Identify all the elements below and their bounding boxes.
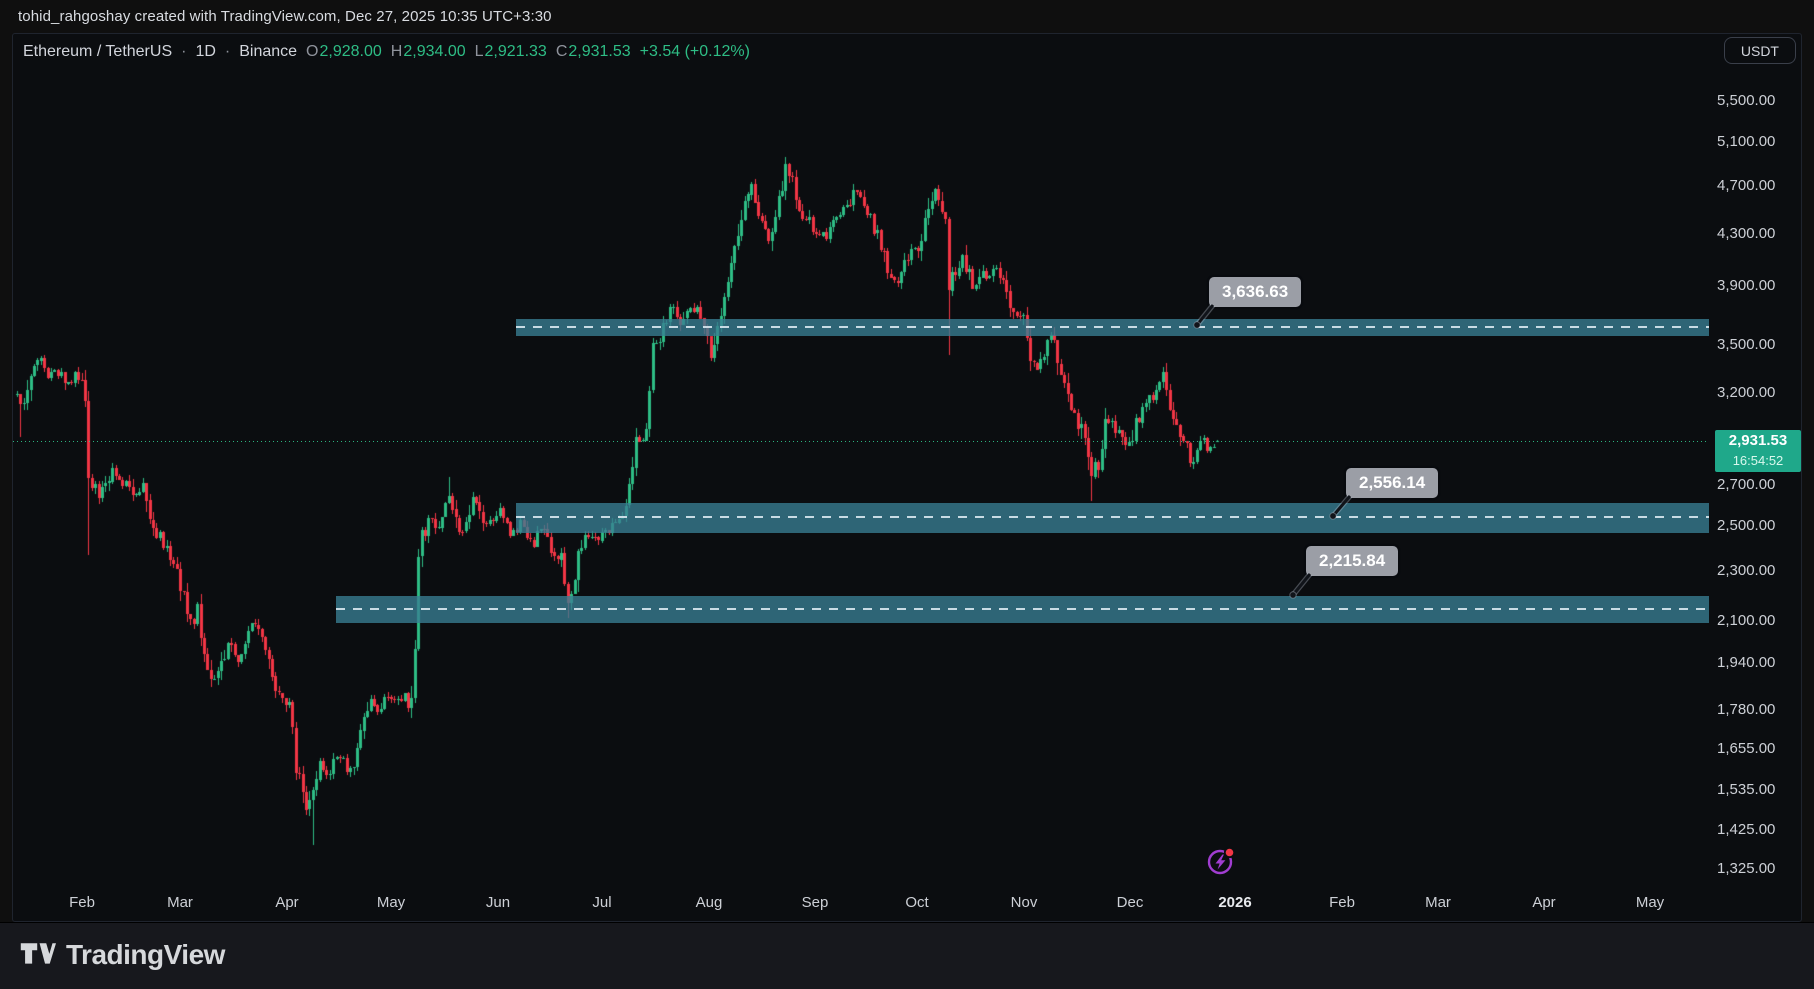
attribution-text: tohid_rahgoshay created with TradingView… [18, 8, 552, 25]
time-scale[interactable]: Feb Mar Apr May Jun Jul Aug Sep Oct Nov Dec 2026 Feb… [13, 885, 1803, 921]
symbol-legend: Ethereum / TetherUS · 1D · Binance O 2,92… [23, 43, 750, 61]
price-scale[interactable]: 5,500.00 5,100.00 4,700.00 4,300.00 3,900.00… [1707, 34, 1801, 886]
price-tick-label: 1,940.00 [1717, 654, 1776, 672]
price-tick-label: 2,700.00 [1717, 475, 1776, 493]
branding-bar: TradingView [0, 922, 1814, 989]
price-tick-label: 1,325.00 [1717, 860, 1776, 877]
time-tick-label: Feb [69, 894, 95, 911]
price-tick-label: 1,425.00 [1717, 820, 1776, 838]
separator-dot: · [181, 43, 187, 60]
symbol-name[interactable]: Ethereum / TetherUS [23, 43, 173, 60]
current-price-line [13, 440, 1709, 442]
time-tick-label: Apr [1532, 894, 1556, 911]
tradingview-logo-text: TradingView [66, 939, 225, 970]
bar-countdown: 16:54:52 [1732, 452, 1784, 468]
tradingview-mark-icon [20, 943, 56, 964]
zone-dashed-line [516, 326, 1709, 328]
ohlc-open: O 2,928.00 [306, 43, 382, 60]
zone-price-label[interactable]: 3,636.63 [1209, 277, 1302, 307]
ohlc-low: L 2,921.33 [474, 43, 547, 60]
time-tick-label: Mar [1425, 894, 1451, 911]
price-chart-canvas[interactable] [13, 34, 1709, 886]
chart-widget[interactable]: 3,636.63 2,556.14 2,215.84 Ethereum / Teth… [12, 33, 1802, 922]
price-tick-label: 4,300.00 [1717, 224, 1776, 242]
exchange-label[interactable]: Binance [239, 43, 298, 60]
price-zone-band[interactable] [516, 503, 1709, 533]
time-tick-label: Oct [905, 894, 929, 911]
time-tick-label: 2026 [1218, 894, 1252, 911]
price-tick-label: 3,200.00 [1717, 384, 1776, 402]
time-tick-label: Dec [1116, 894, 1144, 911]
current-price-label: 2,931.53 16:54:52 [1715, 429, 1801, 472]
zone-dashed-line [336, 608, 1709, 610]
zone-price-label[interactable]: 2,556.14 [1346, 468, 1439, 498]
price-tick-label: 3,900.00 [1717, 277, 1776, 295]
ohlc-high: H 2,934.00 [390, 43, 466, 60]
currency-toggle-button[interactable]: USDT [1723, 37, 1796, 64]
price-tick-label: 5,100.00 [1717, 132, 1776, 150]
attribution-bar: tohid_rahgoshay created with TradingView… [0, 0, 1814, 33]
price-tick-label: 1,535.00 [1717, 780, 1776, 798]
time-tick-label: Mar [167, 894, 193, 911]
event-alert-dot-icon [1225, 848, 1234, 857]
price-tick-label: 4,700.00 [1717, 176, 1776, 194]
supply-demand-zones: 3,636.63 2,556.14 2,215.84 [13, 34, 1801, 921]
lightning-bolt-icon [1215, 854, 1226, 870]
price-tick-label: 2,300.00 [1717, 562, 1776, 580]
time-tick-label: Jun [485, 894, 511, 911]
current-price-value: 2,931.53 [1728, 431, 1788, 449]
economic-event-icon[interactable] [1205, 845, 1237, 877]
time-tick-label: Sep [801, 894, 829, 911]
interval-label[interactable]: 1D [195, 43, 216, 60]
zone-price-label[interactable]: 2,215.84 [1306, 546, 1399, 576]
change-label: +3.54 (+0.12%) [639, 43, 750, 60]
zone-dashed-line [516, 516, 1709, 518]
time-tick-label: Nov [1010, 894, 1038, 911]
time-tick-label: Jul [592, 894, 612, 911]
tradingview-logo[interactable]: TradingView [20, 939, 225, 971]
ohlc-close: C 2,931.53 [555, 43, 631, 60]
price-tick-label: 1,780.00 [1717, 700, 1776, 718]
price-tick-label: 1,655.00 [1717, 740, 1776, 757]
time-tick-label: Apr [275, 894, 299, 911]
time-tick-label: May [376, 894, 406, 911]
price-tick-label: 2,100.00 [1717, 611, 1776, 629]
separator-dot: · [224, 43, 231, 60]
price-tick-label: 3,500.00 [1717, 335, 1776, 353]
time-tick-label: Aug [695, 894, 723, 911]
price-tick-label: 2,500.00 [1717, 517, 1776, 535]
event-circle-icon [1207, 849, 1233, 875]
time-tick-label: May [1635, 894, 1665, 911]
price-tick-label: 5,500.00 [1717, 92, 1776, 109]
time-tick-label: Feb [1329, 894, 1355, 911]
